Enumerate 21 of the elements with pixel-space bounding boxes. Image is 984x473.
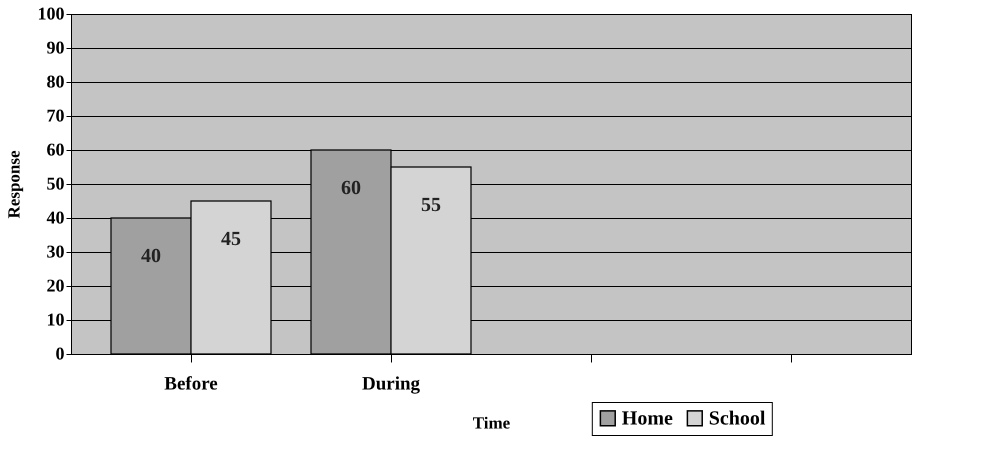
x-axis-title: Time xyxy=(472,414,511,432)
data-label: 60 xyxy=(341,177,361,199)
y-tick-label: 0 xyxy=(56,344,64,364)
y-tick-label: 30 xyxy=(46,242,64,262)
data-label: 55 xyxy=(421,194,441,216)
y-tick-label: 80 xyxy=(46,72,64,92)
y-tick-label: 10 xyxy=(46,310,64,330)
y-tick-label: 100 xyxy=(38,4,64,24)
y-tick-label: 70 xyxy=(46,106,64,126)
legend-label: Home xyxy=(622,407,674,430)
x-tick-label: During xyxy=(362,374,421,394)
data-label: 45 xyxy=(221,228,241,250)
y-axis-title: Response xyxy=(4,150,24,219)
legend-label: School xyxy=(708,407,766,430)
y-tick-label: 60 xyxy=(46,140,64,160)
y-tick-label: 90 xyxy=(46,38,64,58)
data-label: 40 xyxy=(141,245,161,267)
y-tick-label: 50 xyxy=(46,174,64,194)
y-tick-label: 40 xyxy=(46,208,64,228)
y-tick-label: 20 xyxy=(46,276,64,296)
x-tick-label: Before xyxy=(164,374,218,394)
